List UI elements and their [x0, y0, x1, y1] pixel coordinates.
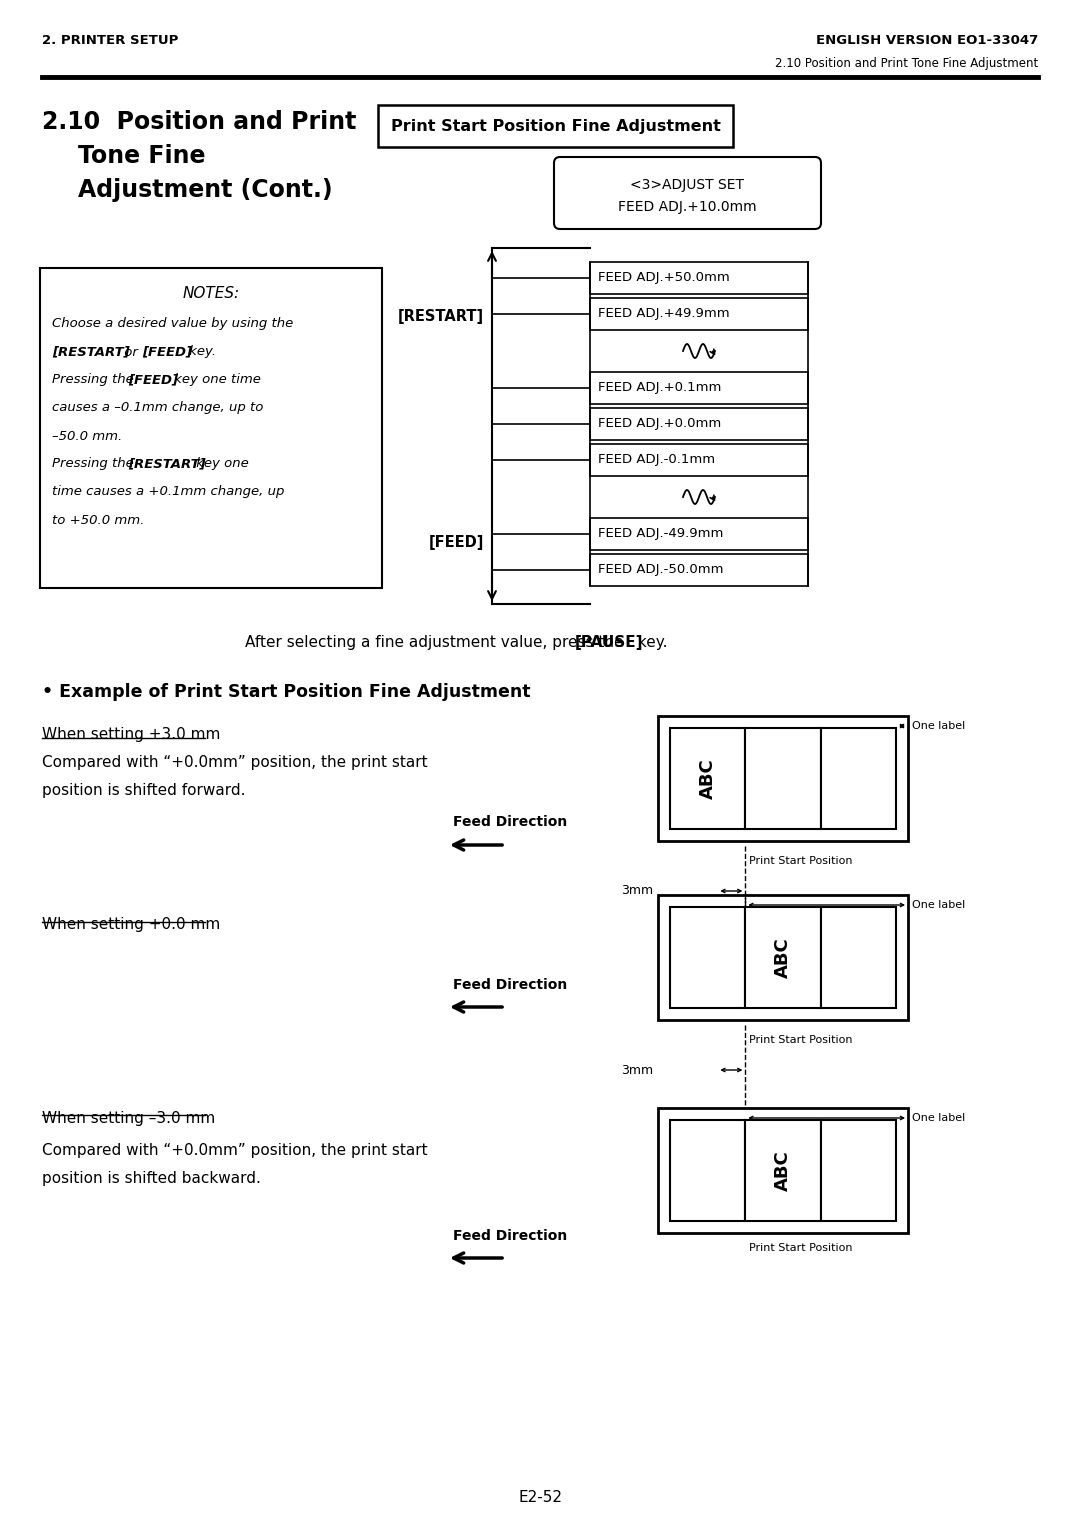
- Bar: [40, 267, 382, 588]
- Text: key.: key.: [633, 636, 667, 651]
- Text: Feed Direction: Feed Direction: [453, 1229, 567, 1242]
- Text: key one time: key one time: [170, 373, 261, 387]
- Text: time causes a +0.1mm change, up: time causes a +0.1mm change, up: [52, 486, 284, 498]
- Text: 2.10  Position and Print: 2.10 Position and Print: [42, 110, 356, 134]
- Bar: [590, 445, 808, 477]
- Text: Compared with “+0.0mm” position, the print start: Compared with “+0.0mm” position, the pri…: [42, 755, 428, 770]
- Bar: [378, 105, 733, 147]
- Text: [RESTART]: [RESTART]: [397, 309, 484, 324]
- Text: When setting +3.0 mm: When setting +3.0 mm: [42, 727, 220, 743]
- Text: ENGLISH VERSION EO1-33047: ENGLISH VERSION EO1-33047: [815, 34, 1038, 46]
- Text: FEED ADJ.-49.9mm: FEED ADJ.-49.9mm: [598, 527, 724, 541]
- Text: NOTES:: NOTES:: [183, 287, 240, 301]
- Bar: [658, 1108, 908, 1233]
- Text: [FEED]: [FEED]: [141, 345, 192, 359]
- Bar: [670, 1120, 745, 1221]
- Text: [FEED]: [FEED]: [129, 373, 178, 387]
- Text: FEED ADJ.+10.0mm: FEED ADJ.+10.0mm: [618, 200, 757, 214]
- Text: ABC: ABC: [774, 937, 792, 978]
- Bar: [590, 518, 808, 550]
- Text: 3mm: 3mm: [621, 885, 653, 897]
- Text: FEED ADJ.+50.0mm: FEED ADJ.+50.0mm: [598, 272, 730, 284]
- Bar: [590, 261, 808, 293]
- Bar: [670, 727, 745, 830]
- Text: One label: One label: [912, 721, 966, 730]
- Text: position is shifted forward.: position is shifted forward.: [42, 784, 245, 799]
- Text: FEED ADJ.+49.9mm: FEED ADJ.+49.9mm: [598, 307, 730, 321]
- Text: <3>ADJUST SET: <3>ADJUST SET: [631, 177, 744, 193]
- Text: Choose a desired value by using the: Choose a desired value by using the: [52, 318, 294, 330]
- Text: [RESTART]: [RESTART]: [52, 345, 130, 359]
- Text: When setting –3.0 mm: When setting –3.0 mm: [42, 1111, 215, 1126]
- Text: Adjustment (Cont.): Adjustment (Cont.): [78, 177, 333, 202]
- Text: E2-52: E2-52: [518, 1490, 562, 1505]
- Bar: [590, 555, 808, 587]
- Text: Print Start Position: Print Start Position: [750, 1242, 853, 1253]
- Bar: [670, 908, 745, 1008]
- Text: 3mm: 3mm: [621, 1063, 653, 1077]
- Text: Pressing the: Pressing the: [52, 457, 138, 471]
- Text: FEED ADJ.+0.0mm: FEED ADJ.+0.0mm: [598, 417, 721, 431]
- Text: FEED ADJ.-50.0mm: FEED ADJ.-50.0mm: [598, 564, 724, 576]
- Bar: [821, 727, 896, 830]
- Text: or: or: [120, 345, 143, 359]
- Text: [FEED]: [FEED]: [429, 535, 484, 550]
- Text: After selecting a fine adjustment value, press the: After selecting a fine adjustment value,…: [245, 636, 629, 651]
- FancyBboxPatch shape: [554, 157, 821, 229]
- Bar: [590, 371, 808, 403]
- Bar: [745, 1120, 821, 1221]
- Text: 2.10 Position and Print Tone Fine Adjustment: 2.10 Position and Print Tone Fine Adjust…: [774, 57, 1038, 69]
- Text: –50.0 mm.: –50.0 mm.: [52, 429, 122, 443]
- Text: Feed Direction: Feed Direction: [453, 978, 567, 992]
- Text: Print Start Position: Print Start Position: [750, 1034, 853, 1045]
- Bar: [821, 1120, 896, 1221]
- Bar: [658, 717, 908, 840]
- Text: position is shifted backward.: position is shifted backward.: [42, 1172, 261, 1187]
- Text: FEED ADJ.-0.1mm: FEED ADJ.-0.1mm: [598, 454, 715, 466]
- Text: • Example of Print Start Position Fine Adjustment: • Example of Print Start Position Fine A…: [42, 683, 530, 701]
- Text: Pressing the: Pressing the: [52, 373, 138, 387]
- Text: One label: One label: [912, 1112, 966, 1123]
- Text: key one: key one: [192, 457, 248, 471]
- Bar: [821, 908, 896, 1008]
- Text: causes a –0.1mm change, up to: causes a –0.1mm change, up to: [52, 402, 264, 414]
- Bar: [745, 908, 821, 1008]
- Text: Tone Fine: Tone Fine: [78, 144, 205, 168]
- Text: key.: key.: [185, 345, 216, 359]
- Text: ABC: ABC: [699, 758, 717, 799]
- Bar: [745, 727, 821, 830]
- Bar: [590, 298, 808, 330]
- Bar: [658, 895, 908, 1021]
- Text: Compared with “+0.0mm” position, the print start: Compared with “+0.0mm” position, the pri…: [42, 1143, 428, 1158]
- Text: ABC: ABC: [774, 1151, 792, 1190]
- Text: to +50.0 mm.: to +50.0 mm.: [52, 513, 145, 527]
- Bar: [590, 408, 808, 440]
- Text: Print Start Position: Print Start Position: [750, 856, 853, 866]
- Text: [PAUSE]: [PAUSE]: [575, 636, 644, 651]
- Text: Feed Direction: Feed Direction: [453, 814, 567, 830]
- Text: [RESTART]: [RESTART]: [129, 457, 205, 471]
- Text: One label: One label: [912, 900, 966, 911]
- Text: Print Start Position Fine Adjustment: Print Start Position Fine Adjustment: [391, 119, 720, 133]
- Text: FEED ADJ.+0.1mm: FEED ADJ.+0.1mm: [598, 382, 721, 394]
- Text: 2. PRINTER SETUP: 2. PRINTER SETUP: [42, 34, 178, 46]
- Text: When setting +0.0 mm: When setting +0.0 mm: [42, 917, 220, 932]
